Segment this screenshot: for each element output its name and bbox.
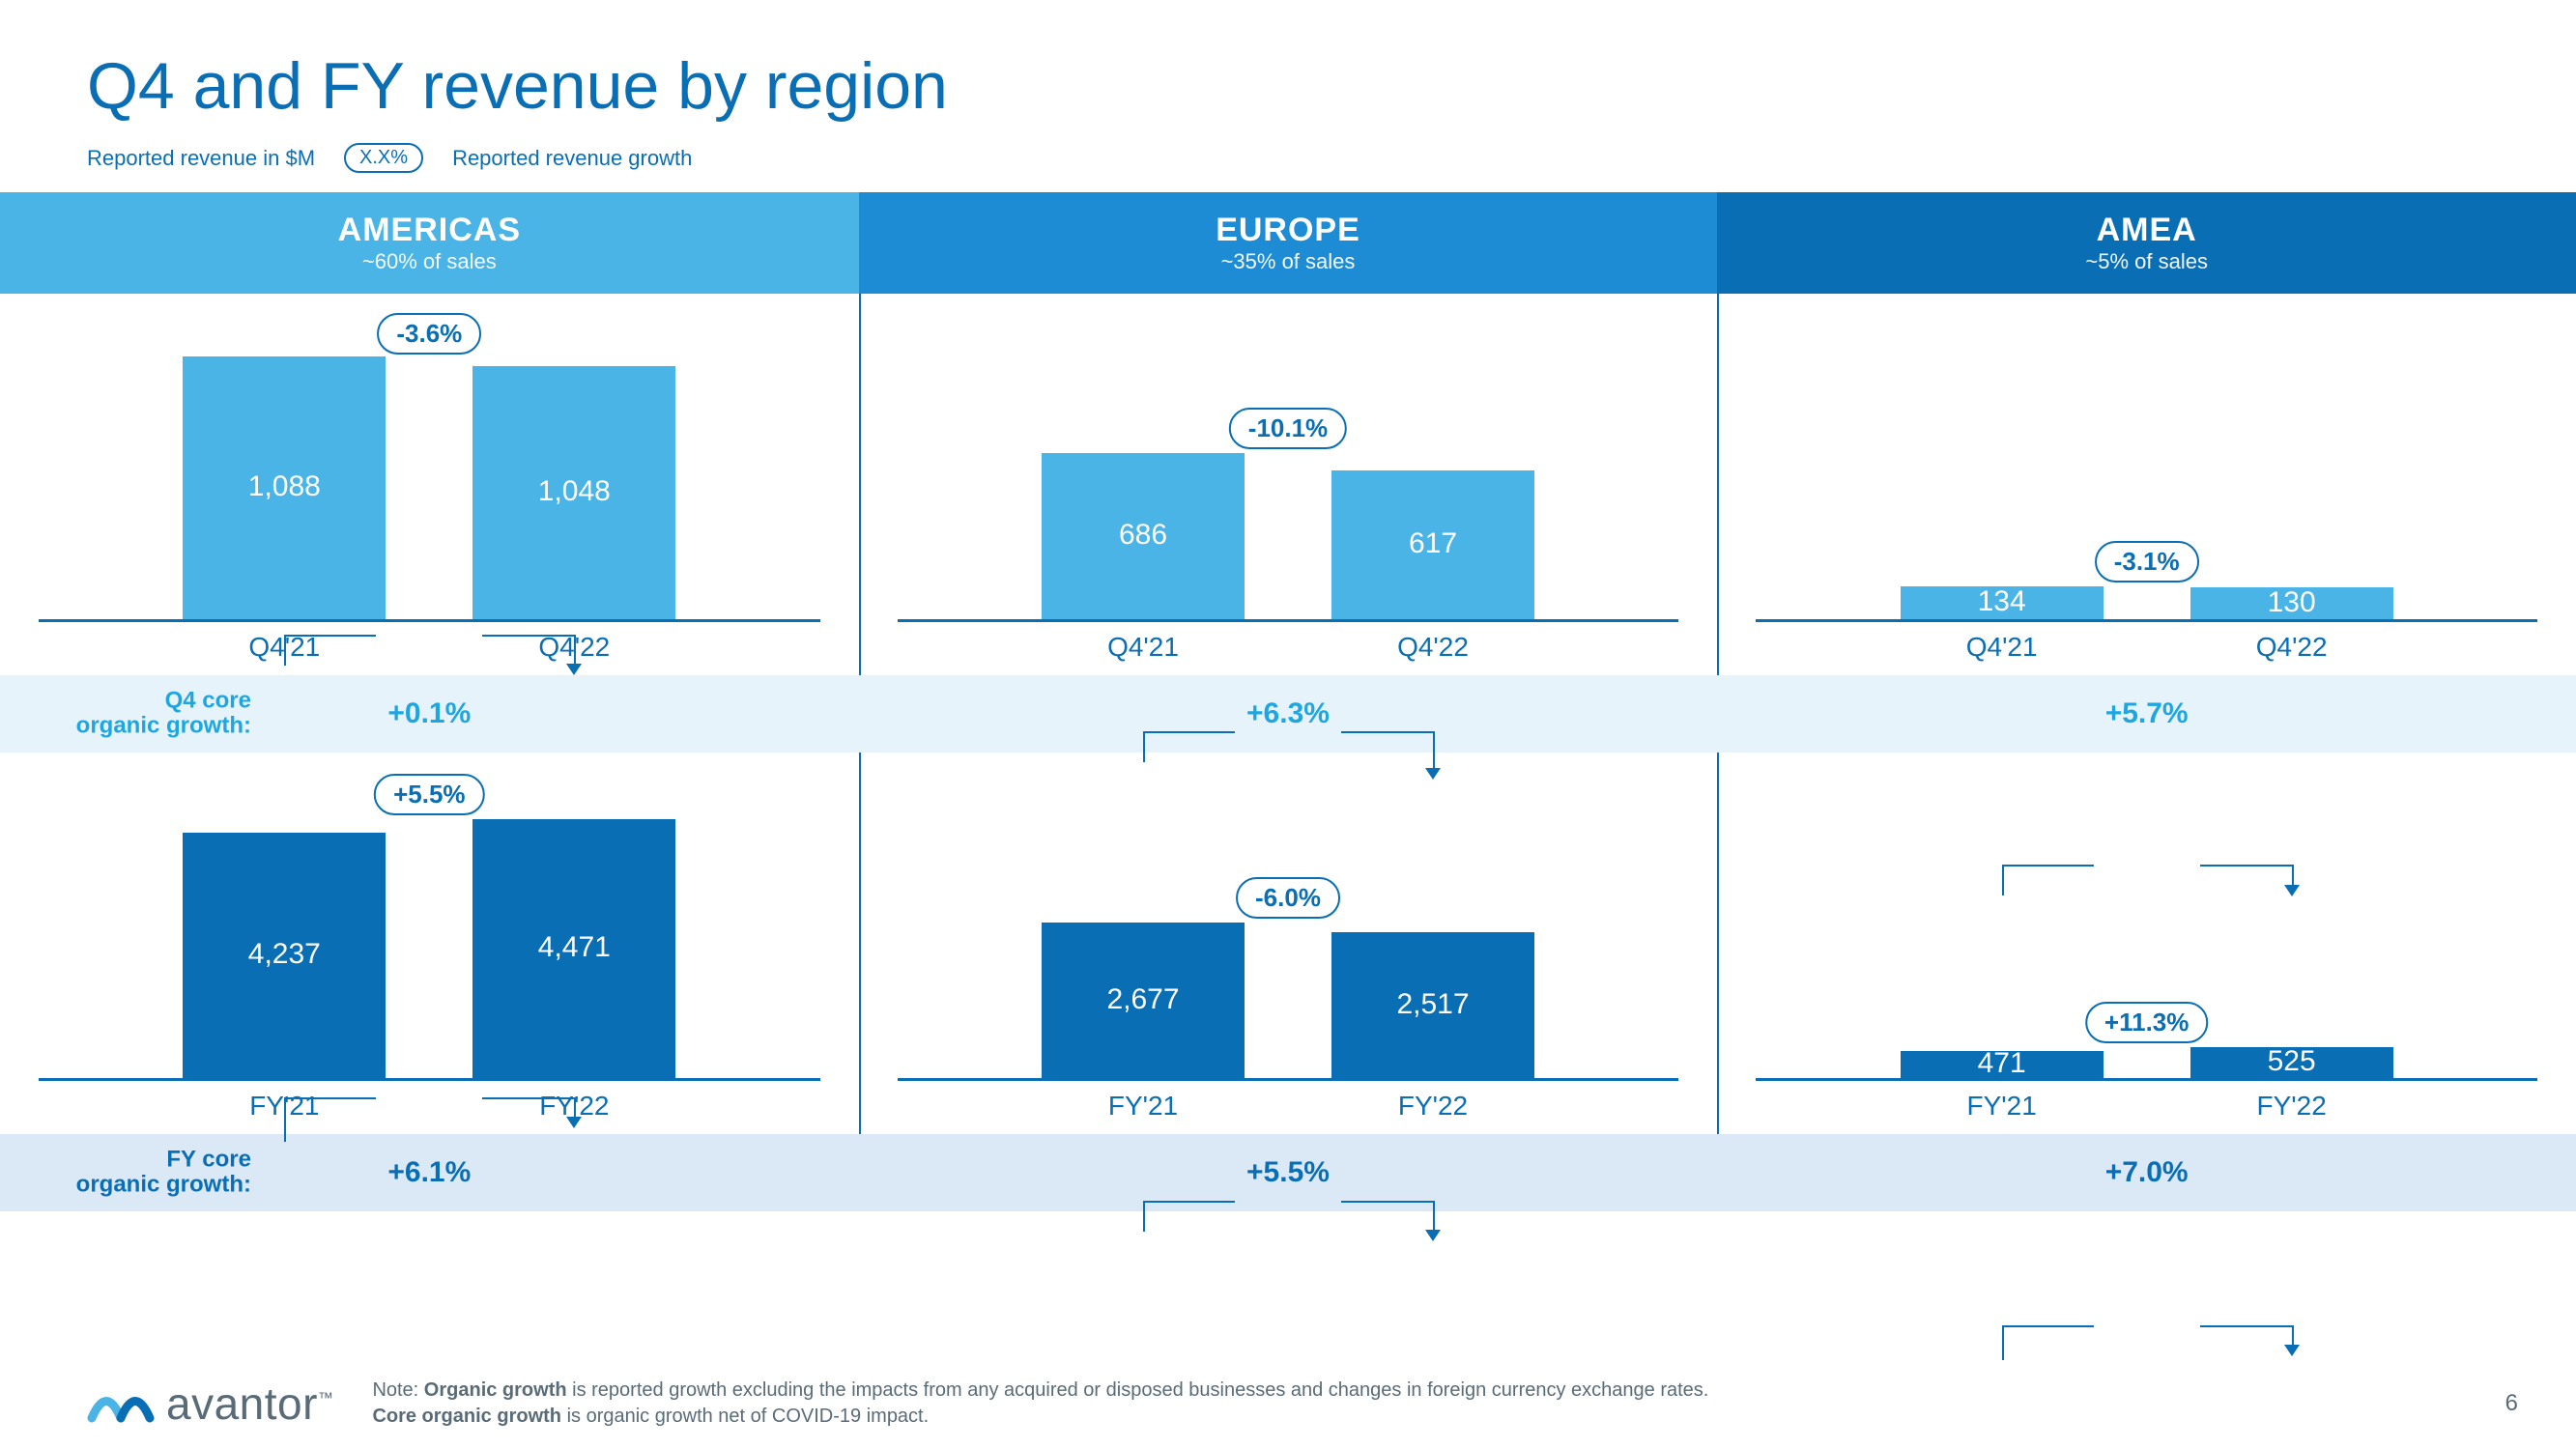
bar-chart: 134 130 -3.1% (1756, 313, 2537, 622)
x-label: Q4'21 (1042, 632, 1245, 663)
fy-chart-cell: 4,237 4,471 +5.5% FY'21FY'22 (0, 753, 859, 1134)
region-name: AMERICAS (338, 212, 521, 249)
region-share: ~5% of sales (2085, 249, 2208, 274)
q4-chart-cell: 134 130 -3.1% Q4'21 Q4'22 (1717, 294, 2576, 675)
bar-value: 4,471 (472, 931, 675, 964)
region-header-band: AMERICAS~60% of salesEUROPE~35% of sales… (0, 192, 2576, 294)
page-number: 6 (2505, 1390, 2518, 1417)
fy-chart-cell: 471 525 +11.3% FY'21 FY'22 (1717, 753, 2576, 1134)
q4-chart-row: 1,0881,048-3.6%Q4'21Q4'22686617-10.1%Q4'… (0, 294, 2576, 675)
growth-pill: -3.1% (2095, 541, 2199, 582)
bar: 1,048 (472, 366, 675, 619)
x-axis-labels: Q4'21 Q4'22 (898, 632, 1679, 663)
bar: 134 (1901, 586, 2104, 619)
x-label: Q4'22 (1331, 632, 1534, 663)
page-title: Q4 and FY revenue by region (0, 48, 2576, 143)
arrow-down-icon (2284, 885, 2300, 896)
x-label: FY'21 (1042, 1091, 1245, 1122)
bar: 525 (2190, 1047, 2393, 1078)
growth-pill: +5.5% (374, 774, 484, 815)
legend-growth-label: Reported revenue growth (452, 146, 692, 171)
fy-chart-cell: 2,677 2,517 -6.0% FY'21 FY'22 (859, 753, 1718, 1134)
x-label: Q4'22 (2190, 632, 2393, 663)
legend-reported-in: Reported revenue in $M (87, 146, 315, 171)
bar-chart: 2,677 2,517 -6.0% (898, 772, 1679, 1081)
footnote: Note: Organic growth is reported growth … (372, 1378, 2466, 1430)
x-axis-labels: FY'21 FY'22 (898, 1091, 1679, 1122)
x-label: Q4'21 (1901, 632, 2104, 663)
x-axis-labels: Q4'21 Q4'22 (1756, 632, 2537, 663)
bar: 471 (1901, 1051, 2104, 1078)
arrow-down-icon (1425, 1230, 1441, 1241)
bar-value: 1,048 (472, 475, 675, 508)
region-name: AMEA (2097, 212, 2197, 249)
bar: 1,088 (183, 356, 386, 619)
fy-core-organic-cell: +7.0% (1717, 1156, 2576, 1189)
bar-value: 471 (1901, 1047, 2104, 1080)
bar: 2,677 (1042, 923, 1245, 1078)
arrow-down-icon (1425, 768, 1441, 780)
bar-value: 617 (1331, 527, 1534, 560)
x-label: FY'22 (2190, 1091, 2393, 1122)
legend-badge: X.X% (344, 143, 423, 173)
bar-chart: 471 525 +11.3% (1756, 772, 2537, 1081)
slide: Q4 and FY revenue by region Reported rev… (0, 0, 2576, 1449)
bar-chart: 4,237 4,471 +5.5% (39, 772, 820, 1081)
bar: 4,471 (472, 819, 675, 1078)
q4-core-organic-cell: +0.1%Q4 coreorganic growth: (0, 697, 859, 730)
bar-value: 134 (1901, 585, 2104, 618)
bar-value: 1,088 (183, 470, 386, 503)
bar: 686 (1042, 453, 1245, 619)
slide-footer: avantor™ Note: Organic growth is reporte… (87, 1378, 2518, 1430)
bar-value: 130 (2190, 586, 2393, 619)
logo-text: avantor™ (166, 1378, 333, 1430)
bar: 130 (2190, 587, 2393, 619)
bar: 4,237 (183, 833, 386, 1078)
legend-row: Reported revenue in $M X.X% Reported rev… (0, 143, 2576, 192)
x-axis-labels: FY'21FY'22 (39, 1091, 820, 1122)
bar-chart: 1,088 1,048 -3.6% (39, 313, 820, 622)
q4-chart-cell: 686 617 -10.1% Q4'21 Q4'22 (859, 294, 1718, 675)
x-label: FY'22 (1331, 1091, 1534, 1122)
arrow-down-icon (2284, 1345, 2300, 1356)
q4-row-label: Q4 coreorganic growth: (29, 689, 251, 740)
bar: 2,517 (1331, 932, 1534, 1078)
growth-pill: -6.0% (1236, 877, 1340, 919)
region-header: AMEA~5% of sales (1717, 192, 2576, 294)
q4-core-organic-cell: +6.3% (859, 697, 1718, 730)
x-axis-labels: FY'21 FY'22 (1756, 1091, 2537, 1122)
bar: 617 (1331, 470, 1534, 619)
bar-value: 4,237 (183, 938, 386, 971)
logo-icon (87, 1379, 155, 1428)
trademark: ™ (318, 1391, 334, 1407)
fy-growth-band: +6.1%FY coreorganic growth:+5.5%+7.0% (0, 1134, 2576, 1211)
growth-pill: -3.6% (377, 313, 481, 355)
fy-chart-row: 4,2374,471+5.5%FY'21FY'222,6772,517-6.0%… (0, 753, 2576, 1134)
bar-value: 686 (1042, 519, 1245, 552)
arrow-down-icon (566, 664, 582, 675)
q4-core-organic-cell: +5.7% (1717, 697, 2576, 730)
x-axis-labels: Q4'21Q4'22 (39, 632, 820, 663)
region-share: ~35% of sales (1221, 249, 1356, 274)
region-share: ~60% of sales (362, 249, 497, 274)
x-label: FY'21 (1901, 1091, 2104, 1122)
q4-chart-cell: 1,088 1,048 -3.6% Q4'21Q4'22 (0, 294, 859, 675)
bar-value: 2,517 (1331, 988, 1534, 1021)
region-header: AMERICAS~60% of sales (0, 192, 859, 294)
growth-pill: +11.3% (2085, 1002, 2208, 1043)
bar-chart: 686 617 -10.1% (898, 313, 1679, 622)
region-header: EUROPE~35% of sales (859, 192, 1718, 294)
fy-core-organic-cell: +6.1%FY coreorganic growth: (0, 1156, 859, 1189)
bar-value: 525 (2190, 1045, 2393, 1078)
arrow-down-icon (566, 1117, 582, 1128)
region-name: EUROPE (1216, 212, 1360, 249)
bar-value: 2,677 (1042, 983, 1245, 1016)
fy-core-organic-cell: +5.5% (859, 1156, 1718, 1189)
brand-logo: avantor™ (87, 1378, 333, 1430)
q4-growth-band: +0.1%Q4 coreorganic growth:+6.3%+5.7% (0, 675, 2576, 753)
fy-row-label: FY coreorganic growth: (29, 1148, 251, 1199)
growth-pill: -10.1% (1229, 408, 1347, 449)
